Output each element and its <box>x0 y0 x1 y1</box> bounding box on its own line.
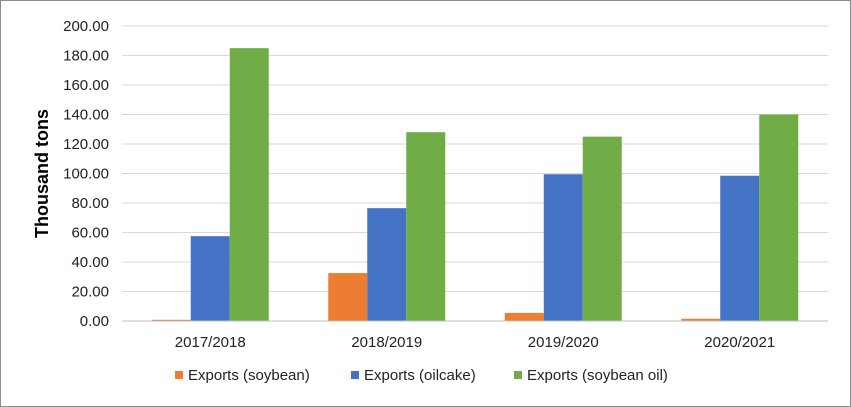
legend-item: Exports (soybean) <box>175 367 310 384</box>
y-tick-label: 60.00 <box>71 225 109 242</box>
y-tick-label: 20.00 <box>71 284 109 301</box>
bars <box>151 48 799 321</box>
bar <box>406 132 446 321</box>
legend-swatch <box>514 371 522 379</box>
legend-label: Exports (soybean oil) <box>527 367 668 384</box>
y-tick-label: 120.00 <box>63 136 109 153</box>
bar <box>759 114 799 321</box>
y-tick-label: 0.00 <box>80 313 109 330</box>
x-tick-label: 2017/2018 <box>175 334 246 351</box>
y-tick-label: 80.00 <box>71 195 109 212</box>
legend-label: Exports (oilcake) <box>364 367 476 384</box>
bar <box>681 318 721 321</box>
y-axis-ticks: 0.00 20.00 40.00 60.00 80.00 100.00 120.00 140.… <box>63 18 109 330</box>
bar <box>229 48 269 321</box>
y-tick-label: 100.00 <box>63 166 109 183</box>
bar <box>328 273 368 321</box>
y-tick-label: 140.00 <box>63 107 109 124</box>
y-axis-label: Thousand tons <box>32 109 52 238</box>
legend: Exports (soybean) Exports (oilcake) Export… <box>175 367 668 384</box>
bar <box>720 175 760 321</box>
bar <box>151 319 191 321</box>
legend-swatch <box>175 371 183 379</box>
bar <box>504 312 544 321</box>
y-tick-label: 160.00 <box>63 77 109 94</box>
x-tick-label: 2018/2019 <box>351 334 422 351</box>
legend-label: Exports (soybean) <box>188 367 310 384</box>
x-tick-label: 2020/2021 <box>704 334 775 351</box>
x-axis-ticks: 2017/2018 2018/2019 2019/2020 2020/2021 <box>175 334 775 351</box>
y-tick-label: 180.00 <box>63 48 109 65</box>
legend-item: Exports (soybean oil) <box>514 367 668 384</box>
y-tick-label: 200.00 <box>63 18 109 35</box>
bar <box>582 136 622 321</box>
legend-item: Exports (oilcake) <box>351 367 476 384</box>
legend-swatch <box>351 371 359 379</box>
bar <box>190 236 230 321</box>
bar <box>367 208 407 321</box>
y-tick-label: 40.00 <box>71 254 109 271</box>
x-tick-label: 2019/2020 <box>528 334 599 351</box>
bar <box>543 174 583 321</box>
